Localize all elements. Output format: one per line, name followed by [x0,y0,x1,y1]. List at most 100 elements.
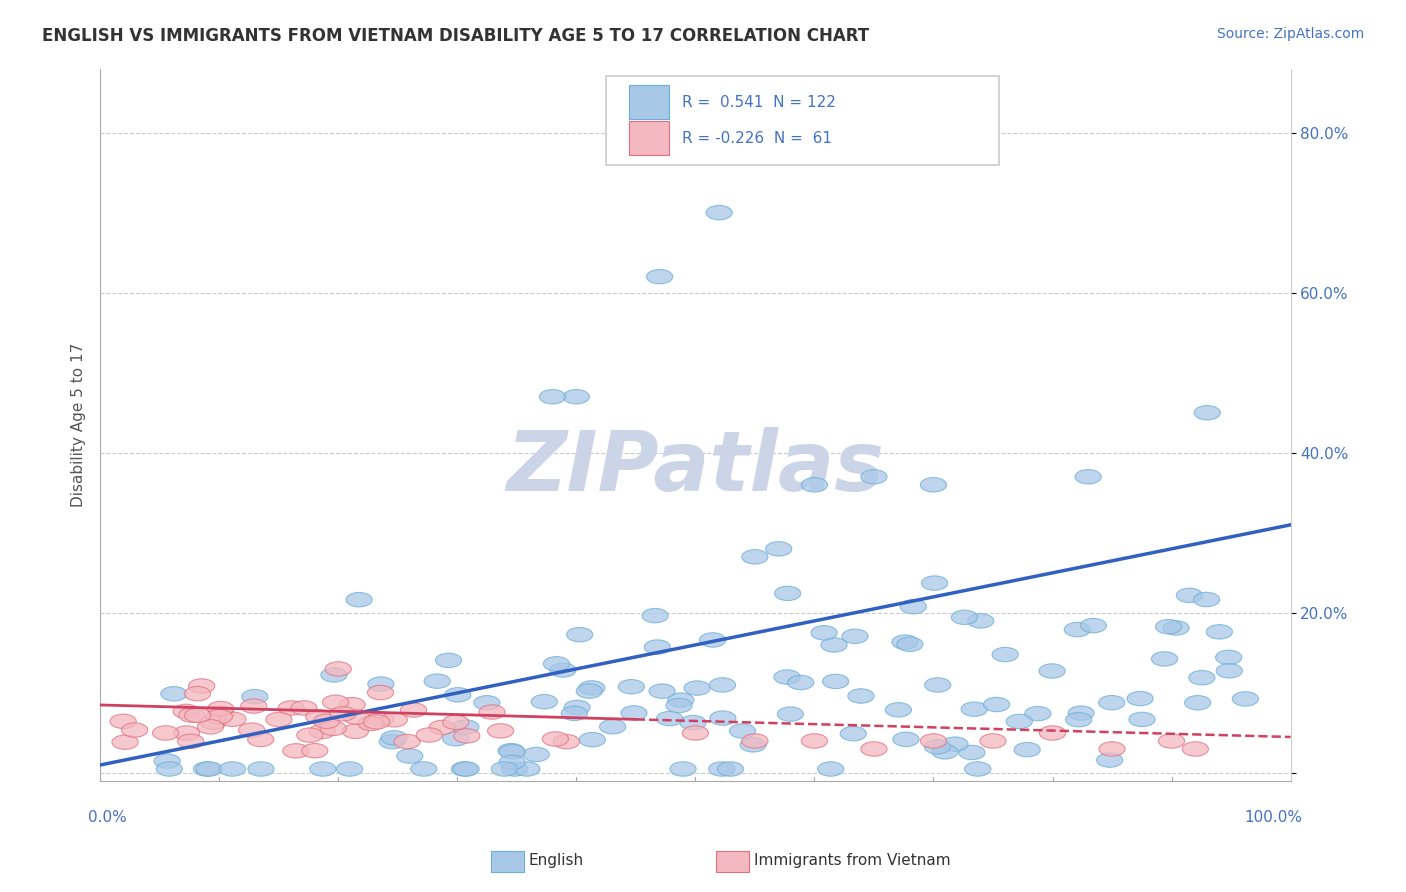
Ellipse shape [811,625,837,640]
Ellipse shape [773,670,800,684]
Ellipse shape [336,762,363,776]
Ellipse shape [322,695,349,709]
Ellipse shape [543,731,568,747]
Ellipse shape [710,678,735,692]
Ellipse shape [775,586,801,600]
Ellipse shape [921,576,948,591]
Ellipse shape [1098,696,1125,710]
Ellipse shape [742,734,768,748]
Ellipse shape [921,477,946,492]
Ellipse shape [1156,620,1181,634]
Ellipse shape [576,684,602,698]
Ellipse shape [842,629,868,643]
Ellipse shape [436,653,461,667]
Ellipse shape [443,731,468,746]
Ellipse shape [1097,753,1123,767]
Text: R =  0.541  N = 122: R = 0.541 N = 122 [682,95,837,110]
Text: Source: ZipAtlas.com: Source: ZipAtlas.com [1216,27,1364,41]
Ellipse shape [1159,734,1185,748]
Ellipse shape [380,734,405,748]
Ellipse shape [900,599,927,614]
Ellipse shape [173,704,200,719]
Ellipse shape [242,690,269,704]
Ellipse shape [778,706,803,722]
Ellipse shape [740,738,766,752]
Ellipse shape [1194,406,1220,420]
Ellipse shape [325,662,352,676]
Ellipse shape [925,678,950,692]
Ellipse shape [1069,706,1094,721]
Ellipse shape [650,684,675,698]
Ellipse shape [314,714,340,729]
Ellipse shape [474,696,501,710]
Ellipse shape [554,734,579,749]
Ellipse shape [177,734,204,748]
Ellipse shape [543,657,569,671]
Ellipse shape [1189,671,1215,685]
FancyBboxPatch shape [628,121,669,155]
Ellipse shape [1064,623,1091,637]
Ellipse shape [983,698,1010,712]
Ellipse shape [561,706,588,721]
Ellipse shape [110,714,136,729]
Ellipse shape [932,745,957,759]
Ellipse shape [1066,713,1092,727]
Ellipse shape [682,726,709,740]
Ellipse shape [706,205,733,219]
Ellipse shape [666,698,692,713]
Y-axis label: Disability Age 5 to 17: Disability Age 5 to 17 [72,343,86,507]
Ellipse shape [848,689,875,703]
Ellipse shape [381,713,408,727]
FancyBboxPatch shape [606,76,998,165]
Ellipse shape [394,734,420,748]
Ellipse shape [488,723,513,738]
Ellipse shape [247,762,274,776]
Ellipse shape [730,723,755,739]
Ellipse shape [841,726,866,741]
Ellipse shape [540,390,565,404]
Ellipse shape [710,711,735,725]
Ellipse shape [550,663,576,677]
Ellipse shape [1216,664,1243,678]
Ellipse shape [330,706,356,721]
Ellipse shape [278,701,304,715]
Ellipse shape [367,685,394,699]
Ellipse shape [499,745,526,759]
Ellipse shape [396,749,423,764]
Text: Immigrants from Vietnam: Immigrants from Vietnam [754,854,950,868]
Ellipse shape [897,637,922,651]
Ellipse shape [309,724,335,739]
Ellipse shape [297,728,323,742]
Ellipse shape [453,762,479,776]
Ellipse shape [742,549,768,564]
Ellipse shape [1163,621,1189,635]
Ellipse shape [1194,592,1219,607]
Ellipse shape [184,708,211,723]
Ellipse shape [579,732,606,747]
Ellipse shape [801,477,828,492]
Ellipse shape [860,742,887,756]
Ellipse shape [302,743,328,758]
Ellipse shape [173,726,200,740]
Ellipse shape [821,638,846,652]
Ellipse shape [309,762,336,776]
Ellipse shape [321,668,347,682]
Ellipse shape [1152,652,1178,666]
Ellipse shape [179,708,205,723]
Ellipse shape [451,762,478,776]
Ellipse shape [411,762,437,776]
Ellipse shape [599,720,626,734]
Ellipse shape [1080,618,1107,632]
Ellipse shape [1076,469,1101,484]
Ellipse shape [860,469,887,484]
Ellipse shape [359,716,384,731]
Ellipse shape [208,701,233,715]
Ellipse shape [219,712,246,726]
Ellipse shape [564,390,589,404]
FancyBboxPatch shape [628,86,669,119]
Ellipse shape [644,640,671,654]
Ellipse shape [823,674,849,689]
Ellipse shape [965,762,991,776]
Ellipse shape [444,688,471,702]
Ellipse shape [1039,664,1066,678]
